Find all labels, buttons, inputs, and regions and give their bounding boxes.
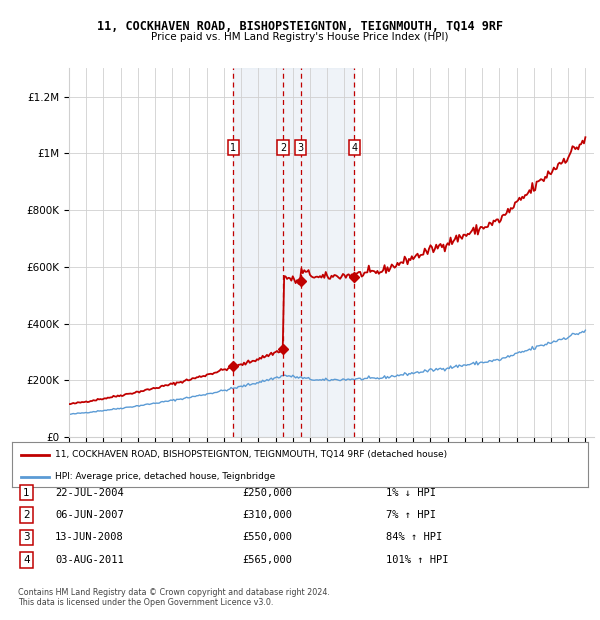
Text: £250,000: £250,000 (242, 487, 292, 497)
Text: 3: 3 (23, 533, 30, 542)
Text: £565,000: £565,000 (242, 555, 292, 565)
Text: 11, COCKHAVEN ROAD, BISHOPSTEIGNTON, TEIGNMOUTH, TQ14 9RF (detached house): 11, COCKHAVEN ROAD, BISHOPSTEIGNTON, TEI… (55, 450, 448, 459)
Text: £310,000: £310,000 (242, 510, 292, 520)
Text: 2: 2 (280, 143, 286, 153)
Text: 1: 1 (230, 143, 236, 153)
Text: 84% ↑ HPI: 84% ↑ HPI (386, 533, 443, 542)
Text: 7% ↑ HPI: 7% ↑ HPI (386, 510, 436, 520)
Text: 4: 4 (23, 555, 30, 565)
Text: 06-JUN-2007: 06-JUN-2007 (55, 510, 124, 520)
Text: 4: 4 (352, 143, 358, 153)
Text: Contains HM Land Registry data © Crown copyright and database right 2024.
This d: Contains HM Land Registry data © Crown c… (18, 588, 330, 607)
Text: 11, COCKHAVEN ROAD, BISHOPSTEIGNTON, TEIGNMOUTH, TQ14 9RF: 11, COCKHAVEN ROAD, BISHOPSTEIGNTON, TEI… (97, 20, 503, 33)
Text: 1% ↓ HPI: 1% ↓ HPI (386, 487, 436, 497)
Text: 13-JUN-2008: 13-JUN-2008 (55, 533, 124, 542)
Text: 3: 3 (298, 143, 304, 153)
Text: HPI: Average price, detached house, Teignbridge: HPI: Average price, detached house, Teig… (55, 472, 275, 481)
Text: Price paid vs. HM Land Registry's House Price Index (HPI): Price paid vs. HM Land Registry's House … (151, 32, 449, 42)
Bar (233, 68, 355, 437)
Text: 2: 2 (23, 510, 30, 520)
Text: 22-JUL-2004: 22-JUL-2004 (55, 487, 124, 497)
Text: 1: 1 (23, 487, 30, 497)
Text: £550,000: £550,000 (242, 533, 292, 542)
Text: 03-AUG-2011: 03-AUG-2011 (55, 555, 124, 565)
Text: 101% ↑ HPI: 101% ↑ HPI (386, 555, 449, 565)
